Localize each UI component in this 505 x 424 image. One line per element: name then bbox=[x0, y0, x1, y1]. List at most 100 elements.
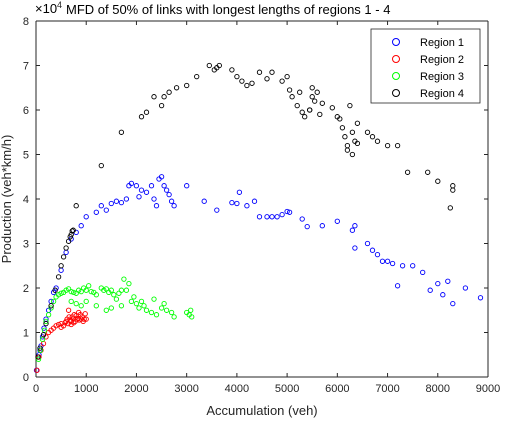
x-tick-label: 5000 bbox=[275, 383, 299, 395]
data-point bbox=[166, 89, 172, 95]
data-point bbox=[294, 102, 300, 109]
data-point bbox=[83, 214, 89, 220]
data-point bbox=[173, 85, 180, 91]
data-point bbox=[269, 214, 275, 220]
data-point bbox=[71, 320, 77, 326]
data-point bbox=[153, 312, 160, 318]
data-point bbox=[138, 298, 145, 305]
legend-item-region-3: Region 3 bbox=[392, 71, 464, 83]
data-point bbox=[81, 316, 87, 322]
data-point bbox=[384, 258, 391, 264]
y-tick-label: 0 bbox=[23, 372, 29, 384]
data-point bbox=[450, 183, 456, 189]
data-point bbox=[60, 254, 67, 260]
data-point bbox=[462, 285, 469, 291]
data-point bbox=[364, 129, 371, 135]
data-point bbox=[70, 227, 76, 233]
data-point bbox=[374, 138, 381, 144]
y-tick-label: 7 bbox=[23, 61, 29, 73]
data-point bbox=[65, 238, 72, 244]
data-point bbox=[151, 94, 157, 100]
data-point bbox=[299, 216, 305, 222]
data-point bbox=[43, 318, 49, 325]
legend-item-region-4: Region 4 bbox=[392, 88, 464, 100]
data-point bbox=[166, 191, 172, 198]
legend-marker bbox=[392, 38, 400, 46]
legend-label: Region 1 bbox=[420, 37, 464, 49]
data-point bbox=[352, 245, 358, 251]
data-point bbox=[286, 87, 293, 93]
data-point bbox=[113, 198, 120, 204]
data-point bbox=[184, 183, 190, 189]
data-point bbox=[158, 305, 165, 311]
data-point bbox=[76, 309, 82, 316]
data-point bbox=[206, 62, 212, 69]
data-point bbox=[347, 102, 353, 109]
data-point bbox=[304, 223, 310, 230]
data-point bbox=[389, 260, 396, 267]
data-point bbox=[73, 203, 79, 209]
data-point bbox=[477, 295, 484, 301]
data-point bbox=[34, 367, 40, 373]
data-point bbox=[256, 69, 263, 75]
x-ticks: 0 1000 2000 3000 4000 5000 6000 7000 8000 9000 bbox=[33, 21, 500, 395]
data-point bbox=[78, 223, 84, 229]
chart-title: MFD of 50% of links with longest lengths… bbox=[66, 2, 390, 17]
data-point bbox=[118, 303, 125, 309]
data-point bbox=[143, 307, 150, 313]
data-point bbox=[317, 111, 323, 118]
data-point bbox=[141, 303, 147, 309]
data-point bbox=[103, 307, 109, 313]
data-point bbox=[369, 247, 376, 253]
data-point bbox=[445, 278, 451, 284]
data-point bbox=[349, 129, 356, 135]
data-point bbox=[136, 194, 142, 200]
data-point bbox=[133, 183, 140, 189]
data-point bbox=[349, 151, 356, 158]
data-point bbox=[123, 287, 130, 293]
data-point bbox=[309, 85, 315, 91]
data-point bbox=[98, 162, 104, 169]
data-point bbox=[35, 356, 42, 362]
data-point bbox=[138, 187, 145, 193]
data-point bbox=[279, 78, 285, 84]
legend: Region 1 Region 2 Region 3 Region 4 bbox=[370, 28, 481, 104]
data-point bbox=[279, 211, 285, 218]
data-point bbox=[69, 228, 75, 234]
data-point bbox=[284, 208, 290, 215]
data-point bbox=[116, 290, 122, 296]
legend-marker bbox=[392, 55, 400, 63]
data-point bbox=[83, 316, 89, 322]
data-point bbox=[352, 223, 358, 229]
data-point bbox=[66, 314, 72, 320]
data-point bbox=[274, 214, 280, 220]
y-axis-label: Production (veh*km/h) bbox=[0, 135, 14, 264]
data-point bbox=[171, 203, 177, 209]
data-point bbox=[158, 174, 165, 180]
data-point bbox=[73, 300, 79, 307]
legend-box bbox=[370, 28, 481, 104]
y-tick-label: 1 bbox=[23, 328, 29, 340]
data-point bbox=[299, 109, 305, 115]
data-point bbox=[88, 288, 94, 295]
data-point bbox=[65, 307, 72, 313]
data-point bbox=[399, 263, 406, 269]
data-point bbox=[236, 189, 243, 195]
y-tick-label: 5 bbox=[23, 150, 29, 162]
data-point bbox=[314, 89, 320, 95]
series-region-4 bbox=[35, 62, 456, 360]
data-point bbox=[103, 286, 109, 292]
data-point bbox=[143, 109, 150, 115]
data-point bbox=[171, 314, 177, 320]
data-point bbox=[188, 307, 194, 313]
data-point bbox=[83, 287, 89, 293]
data-point bbox=[297, 89, 303, 95]
data-point bbox=[189, 314, 195, 320]
data-point bbox=[35, 354, 41, 360]
data-point bbox=[319, 100, 325, 106]
data-point bbox=[118, 129, 125, 135]
data-point bbox=[83, 298, 89, 305]
data-point bbox=[151, 196, 157, 202]
legend-marker bbox=[392, 89, 400, 97]
data-point bbox=[447, 205, 453, 211]
